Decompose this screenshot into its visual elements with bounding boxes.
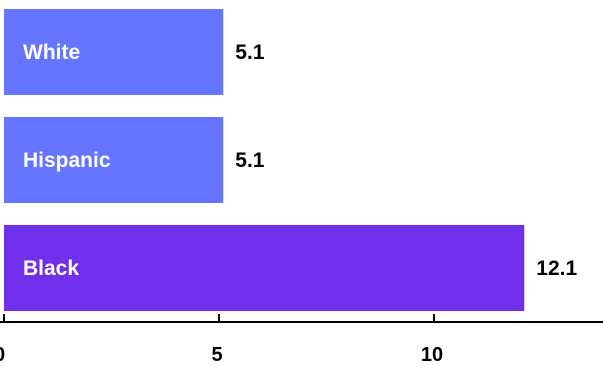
bar-white (4, 9, 224, 95)
category-label-white: White (23, 41, 80, 64)
category-label-hispanic: Hispanic (23, 149, 111, 172)
x-ticks-group: 0 5 10 (0, 314, 443, 366)
x-tick-label-5: 5 (211, 344, 222, 366)
bars-group: White 5.1 Hispanic 5.1 Black 12.1 (4, 9, 577, 311)
value-label-hispanic: 5.1 (235, 149, 265, 172)
bar-hispanic (4, 117, 224, 203)
category-label-black: Black (23, 257, 79, 280)
bar-black (4, 225, 525, 311)
value-label-white: 5.1 (235, 41, 265, 64)
x-tick-label-0: 0 (0, 344, 5, 366)
value-label-black: 12.1 (536, 257, 577, 280)
x-tick-label-10: 10 (421, 344, 443, 366)
